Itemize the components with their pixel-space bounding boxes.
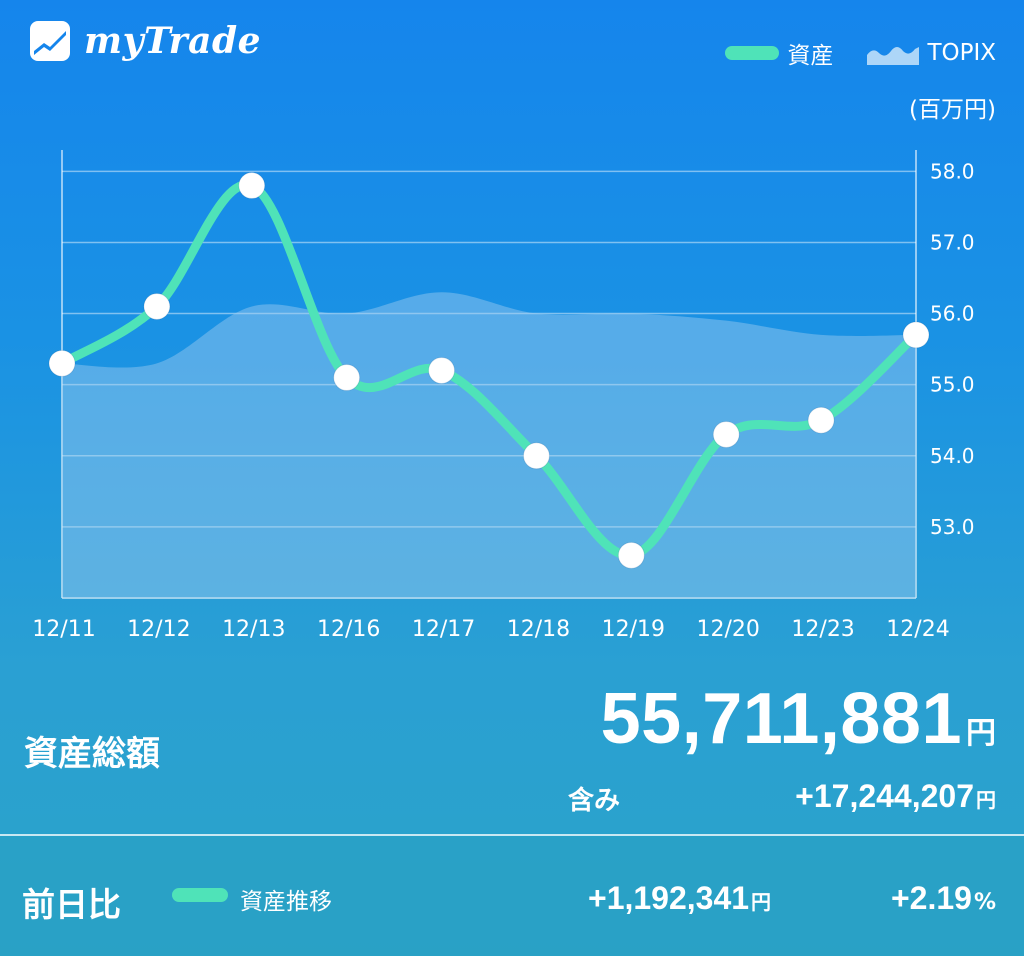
section-divider — [0, 834, 1024, 836]
y-tick-label: 53.0 — [930, 515, 975, 539]
x-tick-label: 12/11 — [32, 617, 95, 642]
asset-trend-chart: 53.0 54.0 55.0 56.0 57.0 58.0 12/11 12/12 12/13… — [32, 150, 975, 642]
asset-point — [807, 406, 835, 434]
asset-point — [48, 349, 76, 377]
total-assets-value: 55,711,881 円 — [601, 678, 996, 760]
topix-area-group — [62, 292, 916, 598]
total-assets-label: 資産総額 — [24, 734, 160, 774]
chart-legend: 資産 TOPIX — [725, 36, 996, 70]
asset-line — [57, 180, 921, 560]
asset-line-group — [57, 180, 921, 560]
asset-point — [238, 172, 266, 200]
legend-asset-label: 資産 — [787, 43, 834, 69]
chart-grid — [61, 150, 917, 599]
unrealized-gain-label: 含み — [568, 786, 621, 816]
asset-point — [522, 442, 550, 470]
daily-change-percent: +2.19 % — [891, 880, 996, 917]
asset-trend-label: 資産推移 — [240, 889, 332, 915]
asset-point-group — [48, 172, 930, 569]
asset-point — [712, 420, 740, 448]
unrealized-gain-unit: 円 — [976, 788, 996, 812]
asset-point — [428, 356, 456, 384]
daily-change-bar — [0, 836, 1024, 956]
y-tick-label: 55.0 — [930, 373, 975, 397]
x-tick-label: 12/12 — [127, 617, 190, 642]
daily-change-value: +1,192,341 円 — [588, 880, 771, 917]
unrealized-gain-value: +17,244,207 円 — [795, 778, 996, 815]
x-tick-label: 12/24 — [886, 617, 949, 642]
asset-point — [617, 541, 645, 569]
x-tick-label: 12/13 — [222, 617, 285, 642]
x-tick-label: 12/17 — [412, 617, 475, 642]
daily-change-label: 前日比 — [22, 885, 121, 924]
topix-area — [62, 292, 916, 598]
legend-item-topix[interactable]: TOPIX — [833, 40, 996, 66]
mountain-area-icon — [867, 47, 920, 65]
total-assets-unit: 円 — [966, 716, 996, 751]
y-tick-label: 57.0 — [930, 230, 975, 254]
x-tick-label: 12/23 — [791, 617, 854, 642]
x-tick-label: 12/18 — [507, 617, 570, 642]
asset-point — [902, 321, 930, 349]
x-axis-ticks: 12/11 12/12 12/13 12/16 12/17 12/18 12/19 12/20… — [32, 617, 949, 642]
total-assets-amount: 55,711,881 — [600, 679, 962, 759]
header: myTrade 資産 TOPIX (百万円) — [0, 0, 1024, 140]
asset-point — [143, 292, 171, 320]
app-name: myTrade — [84, 20, 262, 62]
y-axis-ticks: 53.0 54.0 55.0 56.0 57.0 58.0 — [930, 159, 975, 539]
daily-change-percent-unit: % — [973, 890, 996, 915]
app-logo[interactable]: myTrade — [30, 20, 261, 62]
x-tick-label: 12/16 — [317, 617, 380, 642]
legend-item-asset[interactable]: 資産 — [725, 36, 833, 70]
asset-line-swatch — [725, 46, 780, 60]
y-tick-label: 58.0 — [930, 159, 975, 183]
x-tick-label: 12/19 — [602, 617, 665, 642]
unrealized-gain-amount: +17,244,207 — [795, 778, 974, 814]
asset-trend-line-swatch — [172, 888, 228, 902]
x-tick-label: 12/20 — [697, 617, 760, 642]
y-tick-label: 54.0 — [930, 444, 975, 468]
daily-change-amount: +1,192,341 — [588, 880, 750, 916]
daily-change-percent-value: +2.19 — [890, 880, 972, 916]
daily-change-unit: 円 — [751, 890, 772, 914]
legend-topix-label: TOPIX — [927, 40, 996, 66]
asset-point — [333, 364, 361, 392]
y-tick-label: 56.0 — [930, 302, 975, 326]
unit-label: (百万円) — [909, 97, 996, 123]
trade-logo-icon — [30, 21, 70, 61]
